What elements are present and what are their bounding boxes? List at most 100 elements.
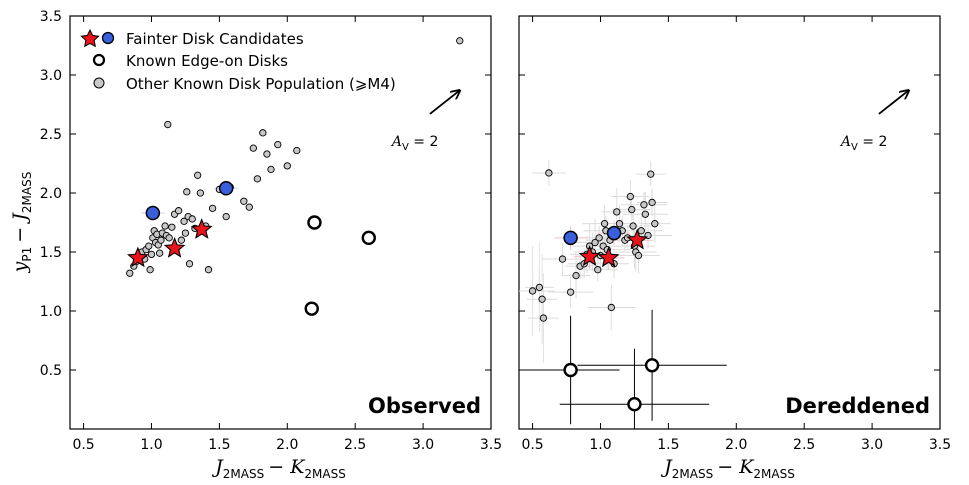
other-disk-point <box>164 120 172 129</box>
fainter-candidate-star <box>163 237 186 258</box>
other-disk-point <box>194 171 202 179</box>
other-disk-point <box>274 140 282 149</box>
other-disk-point <box>168 223 176 231</box>
other-disk-point <box>181 229 190 237</box>
other-disk-point <box>539 314 548 322</box>
legend-blue-marker <box>101 31 115 45</box>
x-tick-label: 0.5 <box>521 437 543 453</box>
legend-star-marker <box>80 28 100 48</box>
y-tick-label: 1.5 <box>40 245 62 261</box>
y-tick-label: 3.5 <box>40 9 62 25</box>
y-tick-label: 3.0 <box>40 68 62 84</box>
y-label-y: y <box>9 261 31 273</box>
other-disk-point <box>293 146 301 155</box>
other-disk-point <box>634 251 643 260</box>
other-disk-point <box>648 198 656 207</box>
edge-on-disk-point <box>307 215 322 230</box>
other-disk-point <box>613 208 621 216</box>
data-layer <box>519 159 727 429</box>
other-disk-point <box>626 192 635 201</box>
reddening-arrow <box>878 90 909 115</box>
other-disk-point <box>640 201 648 209</box>
x-tick-label: 3.5 <box>480 437 502 453</box>
x-tick-label: 2.0 <box>725 437 747 453</box>
panel-dereddened: 0.5 1.0 1.5 2.0 2.5 3.0 3.5 J2MASS − K2MASS AV = … <box>518 15 951 481</box>
legend-label-edge-on: Known Edge-on Disks <box>126 52 288 70</box>
other-disk-point <box>600 220 609 228</box>
other-disk-point <box>146 266 154 274</box>
other-disk-point <box>267 165 275 174</box>
other-disk-point <box>249 144 257 152</box>
other-disk-point <box>535 283 544 292</box>
panel-label: Observed <box>368 394 481 418</box>
other-disk-point <box>196 189 205 197</box>
fainter-candidate-circle <box>563 230 578 246</box>
fainter-candidate-circle <box>145 205 161 221</box>
fainter-candidate-circle <box>218 181 234 196</box>
other-disk-point <box>185 260 194 268</box>
other-disk-point <box>545 169 553 177</box>
svg-text:yP1− J2MASS: yP1 − J2MASS <box>9 172 34 274</box>
other-disk-point <box>180 217 188 225</box>
other-disk-point <box>177 236 186 244</box>
other-disk-point <box>615 220 624 228</box>
y-axis-label: yP1 − J2MASS <box>9 172 34 274</box>
other-disk-point <box>245 203 253 211</box>
fainter-candidate-circle <box>606 225 622 241</box>
x-tick-label: 2.5 <box>344 437 366 453</box>
x-tick-label: 1.0 <box>140 437 162 453</box>
other-disk-point <box>174 207 183 215</box>
y-tick-label: 0.5 <box>40 363 62 379</box>
x-axis-label: J2MASS − K2MASS <box>211 456 346 481</box>
other-disk-point <box>188 215 196 223</box>
legend: Fainter Disk Candidates Known Edge-on Di… <box>80 28 396 93</box>
other-disk-point <box>637 227 645 235</box>
other-disk-point <box>145 242 153 250</box>
y-tick-label: 1.0 <box>40 304 62 320</box>
other-disk-point <box>595 234 603 242</box>
data-layer <box>126 37 464 316</box>
edge-on-disk-point <box>644 358 660 373</box>
legend-label-fainter: Fainter Disk Candidates <box>126 30 304 48</box>
other-disk-point <box>647 170 655 178</box>
x-tick-label: 1.5 <box>208 437 230 453</box>
x-tick-label: 3.5 <box>929 437 951 453</box>
other-disk-point <box>528 287 537 295</box>
panel-observed: 0.5 1.0 1.5 2.0 2.5 3.0 3.5 0.5 1.0 1.5 2.0 2.5 3.0 3… <box>40 9 502 481</box>
other-disk-point <box>628 205 636 214</box>
other-disk-point <box>607 303 615 312</box>
x-tick-label: 2.5 <box>793 437 815 453</box>
edge-on-disk-point <box>563 362 578 378</box>
x-tick-label: 2.0 <box>276 437 298 453</box>
x-tick-label: 3.0 <box>861 437 883 453</box>
other-disk-point <box>283 162 291 170</box>
other-disk-point <box>240 197 248 205</box>
other-disk-point <box>591 238 599 247</box>
other-disk-point <box>641 210 649 218</box>
other-disk-point <box>558 255 567 263</box>
other-disk-point <box>126 269 134 277</box>
other-disk-point <box>204 266 213 274</box>
other-disk-point <box>259 129 267 137</box>
edge-on-disk-point <box>361 230 376 246</box>
other-disk-point <box>157 236 165 244</box>
plot-frame <box>69 15 492 430</box>
fainter-candidate-star <box>597 246 620 268</box>
edge-on-disk-point <box>304 301 319 316</box>
other-disk-point <box>629 222 637 230</box>
y-label-p1: P1 <box>20 247 34 262</box>
fainter-candidate-star <box>127 246 149 268</box>
edge-on-disk-point <box>627 397 642 412</box>
x-tick-label: 3.0 <box>412 437 434 453</box>
legend-gray-marker <box>93 77 105 89</box>
other-disk-point <box>183 188 191 196</box>
y-tick-label: 2.5 <box>40 127 62 143</box>
other-disk-point <box>165 234 173 242</box>
y-label-j: − J <box>9 212 31 243</box>
other-disk-point <box>263 150 271 158</box>
reddening-arrow <box>429 90 460 115</box>
other-disk-point <box>566 288 575 296</box>
other-disk-point <box>594 266 602 274</box>
legend-open-marker <box>92 53 106 67</box>
